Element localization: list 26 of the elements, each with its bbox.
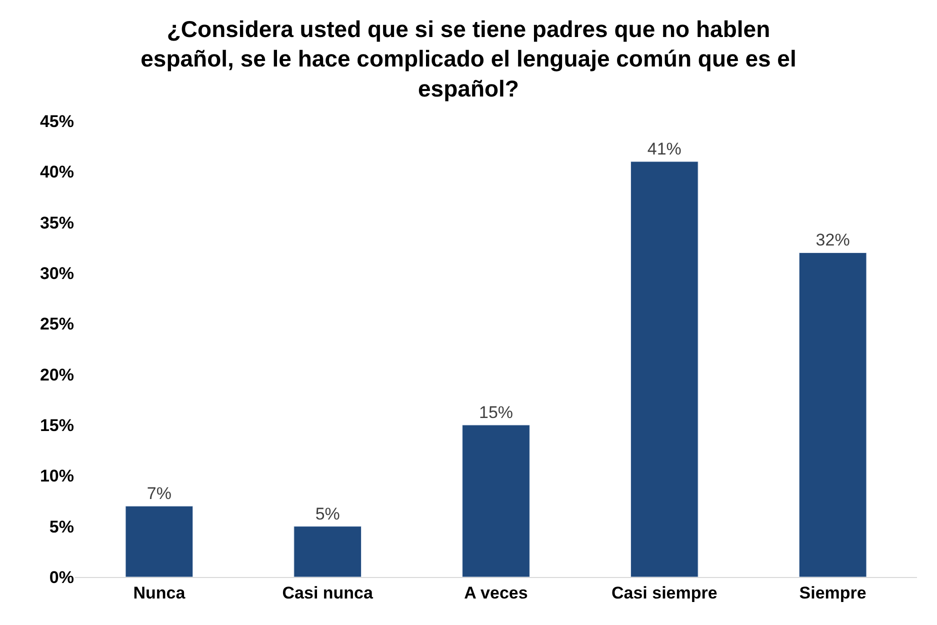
y-tick-label: 10% bbox=[40, 466, 74, 486]
x-tick-label: Casi nunca bbox=[282, 583, 374, 602]
data-label: 15% bbox=[478, 403, 514, 422]
bar bbox=[630, 161, 698, 577]
bar bbox=[125, 506, 194, 577]
bar bbox=[462, 424, 530, 577]
y-tick-label: 30% bbox=[40, 264, 74, 283]
data-label: 7% bbox=[146, 484, 172, 504]
data-label: 32% bbox=[816, 230, 850, 250]
y-tick-label: 20% bbox=[40, 365, 74, 384]
y-tick-label: 40% bbox=[40, 162, 74, 182]
x-tick-label: Casi siempre bbox=[611, 583, 718, 602]
data-label: 5% bbox=[315, 504, 340, 524]
chart-title: ¿Considera usted que si se tiene padres que no hablen español, se le hace complicado el lenguaje común que es el español? bbox=[140, 16, 796, 102]
y-tick-label: 15% bbox=[40, 416, 74, 435]
y-tick-label: 45% bbox=[40, 112, 74, 131]
data-label: 41% bbox=[647, 140, 682, 159]
y-tick-label: 5% bbox=[49, 517, 74, 536]
y-tick-label: 25% bbox=[40, 314, 74, 334]
x-tick-label: Siempre bbox=[799, 583, 866, 602]
y-tick-label: 35% bbox=[40, 213, 74, 232]
x-tick-label: Nunca bbox=[133, 583, 186, 602]
bar bbox=[294, 526, 362, 577]
x-tick-label: A veces bbox=[464, 583, 528, 602]
y-tick-label: 0% bbox=[49, 568, 74, 587]
bar bbox=[798, 252, 867, 577]
